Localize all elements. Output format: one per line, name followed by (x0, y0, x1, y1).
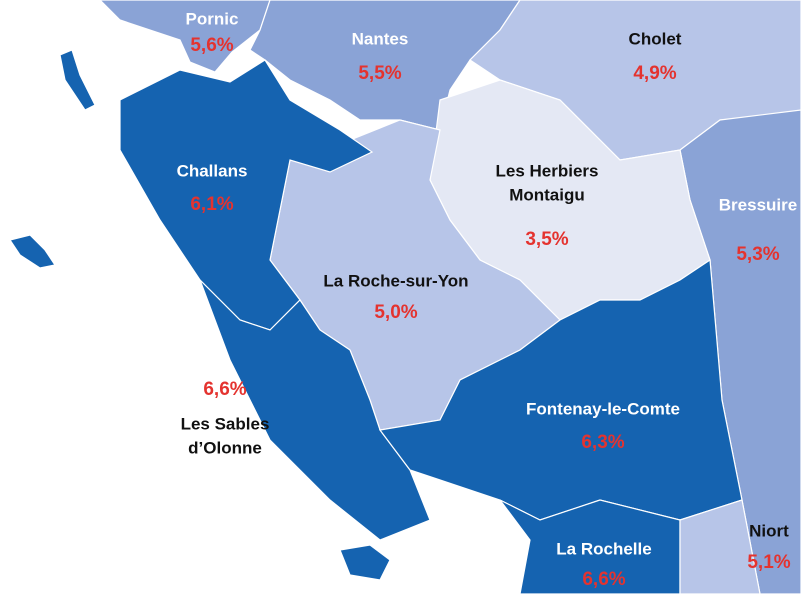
region-name: Fontenay-le-Comte (526, 399, 680, 418)
region-name: Pornic (186, 9, 239, 28)
region-rate: 4,9% (633, 63, 676, 84)
island (9, 234, 56, 269)
region-rate: 5,1% (747, 552, 790, 573)
region-name: Montaigu (509, 185, 585, 204)
labels: Pornic 5,6% Nantes 5,5% Cholet 4,9% Challans 6,… (177, 9, 798, 590)
region-name: La Roche-sur-Yon (323, 271, 468, 290)
region-rate: 6,3% (581, 432, 624, 453)
region-name: Bressuire (719, 195, 797, 214)
region-name: Cholet (629, 29, 682, 48)
region-rate: 3,5% (525, 229, 568, 250)
region-name: Nantes (352, 29, 409, 48)
region-rate: 5,6% (190, 35, 233, 56)
region-rate: 5,5% (358, 63, 401, 84)
region-rate: 5,0% (374, 302, 417, 323)
region-rate: 6,6% (582, 569, 625, 590)
region-name: Challans (177, 161, 248, 180)
region-name: d’Olonne (188, 438, 262, 457)
region-rate: 6,1% (190, 194, 233, 215)
region-name: Niort (749, 521, 789, 540)
region-rate: 6,6% (203, 379, 246, 400)
island (59, 49, 96, 111)
region-name: Les Herbiers (496, 161, 599, 180)
island (339, 544, 391, 581)
region-fontenay (378, 258, 743, 521)
region-rate: 5,3% (736, 244, 779, 265)
region-name: La Rochelle (556, 539, 651, 558)
region-niort (679, 499, 761, 594)
region-challans (119, 59, 374, 331)
region-name: Les Sables (181, 414, 270, 433)
